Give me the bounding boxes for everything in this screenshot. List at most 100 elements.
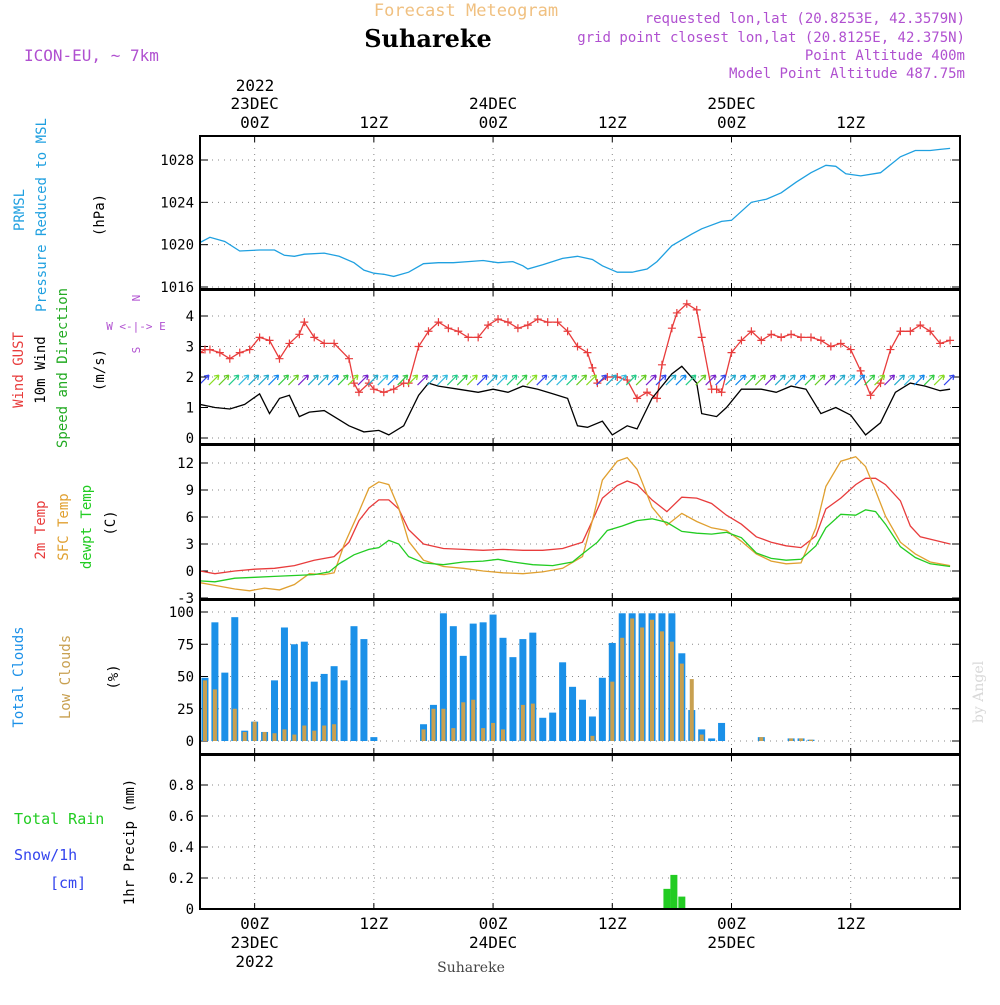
wind-arrow <box>476 374 488 386</box>
wind-arrow <box>635 374 647 386</box>
cloud-bar-low <box>232 708 237 741</box>
gust-marker <box>906 327 915 336</box>
top-tick-label: 12Z <box>359 113 388 132</box>
cloud-bar-low <box>332 724 337 741</box>
wind-arrow <box>675 374 687 386</box>
gust-marker <box>717 388 726 397</box>
cloud-bar-total <box>578 699 586 741</box>
gust-marker <box>936 339 945 348</box>
cloud-bar-total <box>231 617 239 741</box>
gust-marker <box>285 339 294 348</box>
wind-arrow <box>278 374 290 386</box>
gridpoint-coords: grid point closest lon,lat (20.8125E, 42… <box>577 30 965 46</box>
cloud-bar-total <box>479 622 487 741</box>
gust-marker <box>633 394 642 403</box>
y-tick-label: 0.6 <box>169 809 194 825</box>
gust-marker <box>349 379 358 388</box>
wind-arrow <box>546 374 558 386</box>
gust-marker <box>424 327 433 336</box>
wind-arrow <box>625 374 637 386</box>
gust-marker <box>846 345 855 354</box>
product-title: Forecast Meteogram <box>374 1 558 21</box>
gust-marker <box>652 394 661 403</box>
wind-arrow <box>208 374 220 386</box>
gust-marker <box>245 345 254 354</box>
panels: 101610201024102801234-303691202550751000… <box>160 135 961 918</box>
cloud-bar-low <box>202 680 207 741</box>
clouds-unit: (%) <box>106 664 122 689</box>
wind-arrow <box>436 374 448 386</box>
gust-marker <box>886 345 895 354</box>
cloud-bar-total <box>718 722 726 741</box>
temp-unit: (C) <box>103 510 119 535</box>
cloud-bar-total <box>559 662 567 741</box>
wind-arrow <box>367 374 379 386</box>
credit-watermark: by Angel <box>971 660 987 723</box>
cloud-bar-low <box>481 728 486 741</box>
cloud-bar-low <box>282 729 287 741</box>
wind-arrow <box>456 374 468 386</box>
gust-marker <box>503 318 512 327</box>
sfc-label: SFC Temp <box>56 493 72 560</box>
wind-arrow <box>735 374 747 386</box>
wind-arrow <box>248 374 260 386</box>
cloud-bar-total <box>489 614 497 741</box>
cloud-bar-low <box>640 627 645 741</box>
wind-arrow <box>595 374 607 386</box>
series-t2m <box>200 477 951 575</box>
wind-arrow <box>814 374 826 386</box>
cloud-bar-low <box>421 729 426 741</box>
wind-arrow <box>695 374 707 386</box>
gust-marker <box>235 348 244 357</box>
series-sfc <box>200 455 951 592</box>
wind-arrow <box>754 374 766 386</box>
gust-marker <box>255 333 264 342</box>
wind-arrow <box>347 374 359 386</box>
cloud-bar-low <box>441 708 446 741</box>
top-year-label: 2022 <box>236 76 275 95</box>
wind10-label: 10m Wind <box>33 336 49 403</box>
footer-location: Suhareke <box>437 960 505 976</box>
gust-marker <box>300 318 309 327</box>
gust-marker <box>404 379 413 388</box>
prmsl-desc-label: Pressure Reduced to MSL <box>34 118 50 312</box>
y-tick-label: 2 <box>186 370 194 386</box>
cloud-bar-low <box>590 735 595 741</box>
series-pressure <box>200 147 951 278</box>
cloud-bar-total <box>569 686 577 741</box>
gust-marker <box>414 342 423 351</box>
wind-arrow <box>337 374 349 386</box>
cloud-bar-low <box>630 618 635 741</box>
gust-marker <box>896 327 905 336</box>
cloud-bar-total <box>310 681 318 741</box>
top-tick-label: 23DEC <box>231 94 279 113</box>
gust-marker <box>643 388 652 397</box>
cloud-bar-total <box>320 673 328 741</box>
gust-marker <box>310 333 319 342</box>
cloud-bar-low <box>520 704 525 741</box>
gust-marker <box>692 305 701 314</box>
snow-unit-label: [cm] <box>50 874 86 892</box>
wind-arrow <box>605 374 617 386</box>
wind-arrow <box>526 374 538 386</box>
cloud-bar-low <box>461 702 466 741</box>
cloud-bar-total <box>509 657 517 741</box>
gust-marker <box>777 333 786 342</box>
low-clouds-label: Low Clouds <box>58 635 74 719</box>
prmsl-label: PRMSL <box>12 189 28 231</box>
series-wind <box>200 365 951 436</box>
y-tick-label: 4 <box>186 309 194 325</box>
bottom-tick-label: 25DEC <box>707 933 755 952</box>
gust-marker <box>757 336 766 345</box>
gust-marker <box>369 385 378 394</box>
gust-marker <box>712 385 721 394</box>
wind-arrow <box>725 374 737 386</box>
gust-marker <box>494 315 503 324</box>
wind-arrow <box>864 374 876 386</box>
gust-marker <box>354 388 363 397</box>
compass-n: N <box>130 295 143 302</box>
wind-arrow <box>744 374 756 386</box>
bottom-tick-label: 12Z <box>359 914 388 933</box>
cloud-bar-total <box>280 627 288 741</box>
